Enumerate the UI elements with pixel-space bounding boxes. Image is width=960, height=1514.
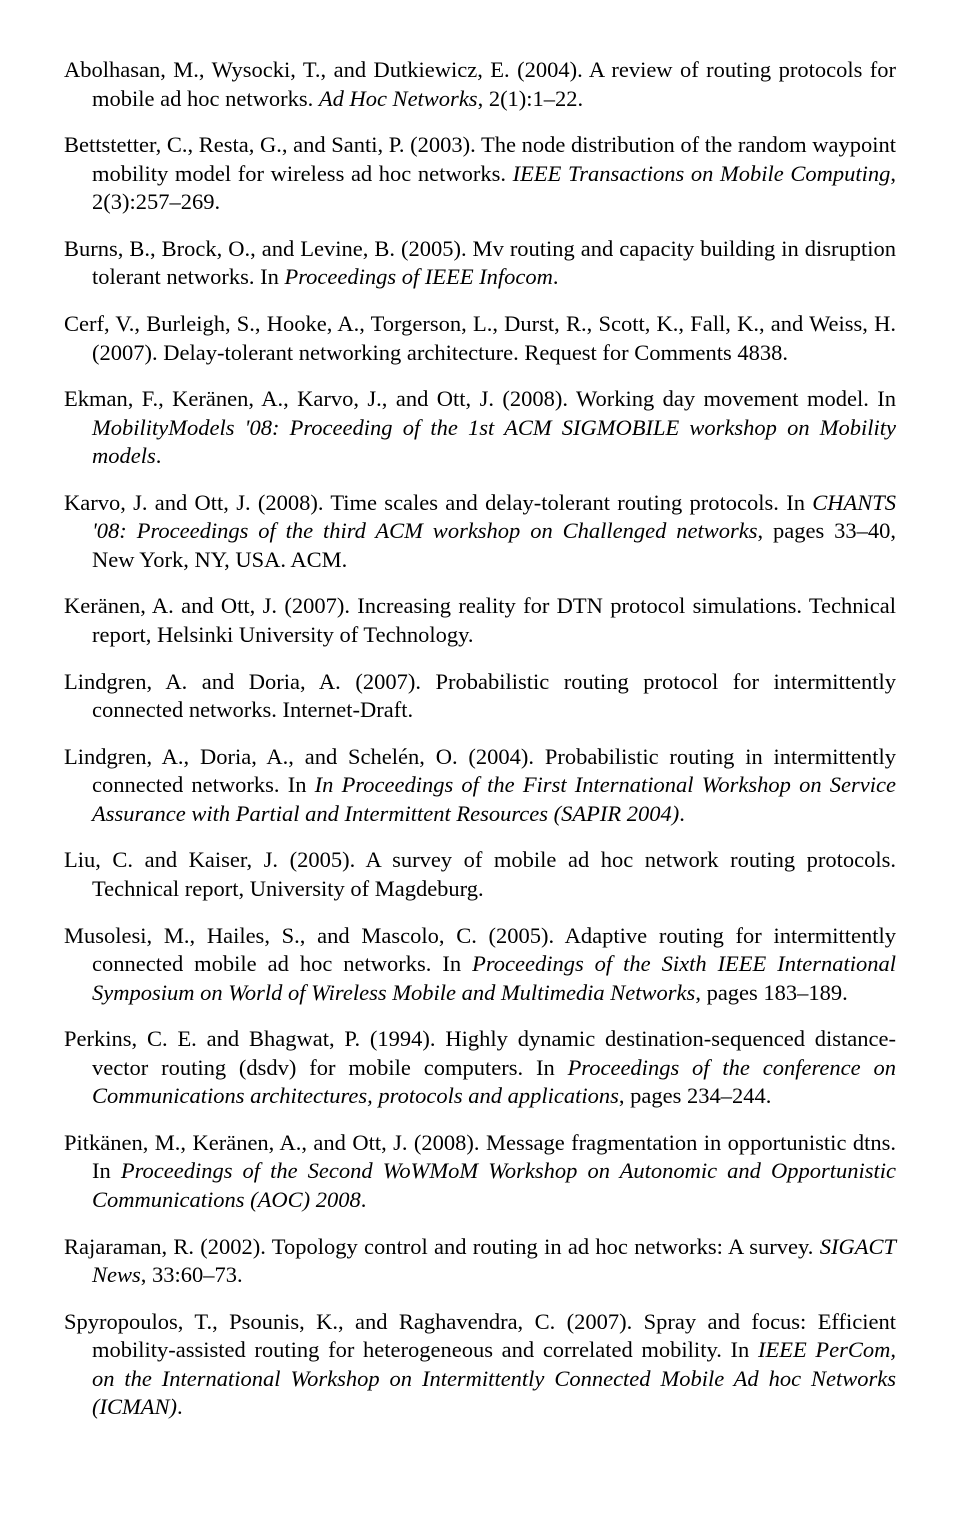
reference-entry: Liu, C. and Kaiser, J. (2005). A survey …	[64, 846, 896, 903]
reference-text: .	[361, 1187, 367, 1212]
reference-text: , pages 183–189.	[695, 980, 847, 1005]
reference-entry: Musolesi, M., Hailes, S., and Mascolo, C…	[64, 922, 896, 1008]
reference-text: Lindgren, A. and Doria, A. (2007). Proba…	[64, 669, 896, 723]
reference-text: .	[156, 443, 162, 468]
reference-entry: Burns, B., Brock, O., and Levine, B. (20…	[64, 235, 896, 292]
reference-text: , pages 234–244.	[619, 1083, 771, 1108]
reference-entry: Lindgren, A. and Doria, A. (2007). Proba…	[64, 668, 896, 725]
reference-italic-text: Ad Hoc Networks	[319, 86, 478, 111]
reference-text: .	[553, 264, 559, 289]
reference-entry: Rajaraman, R. (2002). Topology control a…	[64, 1233, 896, 1290]
reference-text: Karvo, J. and Ott, J. (2008). Time scale…	[64, 490, 812, 515]
reference-entry: Karvo, J. and Ott, J. (2008). Time scale…	[64, 489, 896, 575]
reference-text: Cerf, V., Burleigh, S., Hooke, A., Torge…	[64, 311, 896, 365]
reference-entry: Abolhasan, M., Wysocki, T., and Dutkiewi…	[64, 56, 896, 113]
reference-entry: Spyropoulos, T., Psounis, K., and Raghav…	[64, 1308, 896, 1422]
reference-text: , 2(1):1–22.	[478, 86, 584, 111]
references-list: Abolhasan, M., Wysocki, T., and Dutkiewi…	[64, 56, 896, 1422]
reference-italic-text: Proceedings of the Second WoWMoM Worksho…	[92, 1158, 896, 1212]
reference-text: .	[679, 801, 685, 826]
reference-entry: Keränen, A. and Ott, J. (2007). Increasi…	[64, 592, 896, 649]
reference-entry: Ekman, F., Keränen, A., Karvo, J., and O…	[64, 385, 896, 471]
reference-italic-text: Proceedings of IEEE Infocom	[284, 264, 552, 289]
reference-entry: Lindgren, A., Doria, A., and Schelén, O.…	[64, 743, 896, 829]
reference-entry: Pitkänen, M., Keränen, A., and Ott, J. (…	[64, 1129, 896, 1215]
reference-text: .	[177, 1394, 183, 1419]
reference-italic-text: IEEE Transactions on Mobile Computing	[513, 161, 891, 186]
reference-entry: Cerf, V., Burleigh, S., Hooke, A., Torge…	[64, 310, 896, 367]
reference-text: Ekman, F., Keränen, A., Karvo, J., and O…	[64, 386, 896, 411]
reference-entry: Perkins, C. E. and Bhagwat, P. (1994). H…	[64, 1025, 896, 1111]
reference-text: Keränen, A. and Ott, J. (2007). Increasi…	[64, 593, 896, 647]
reference-text: Rajaraman, R. (2002). Topology control a…	[64, 1234, 820, 1259]
reference-italic-text: MobilityModels '08: Proceeding of the 1s…	[92, 415, 896, 469]
reference-text: Liu, C. and Kaiser, J. (2005). A survey …	[64, 847, 896, 901]
reference-entry: Bettstetter, C., Resta, G., and Santi, P…	[64, 131, 896, 217]
reference-text: , 33:60–73.	[141, 1262, 243, 1287]
